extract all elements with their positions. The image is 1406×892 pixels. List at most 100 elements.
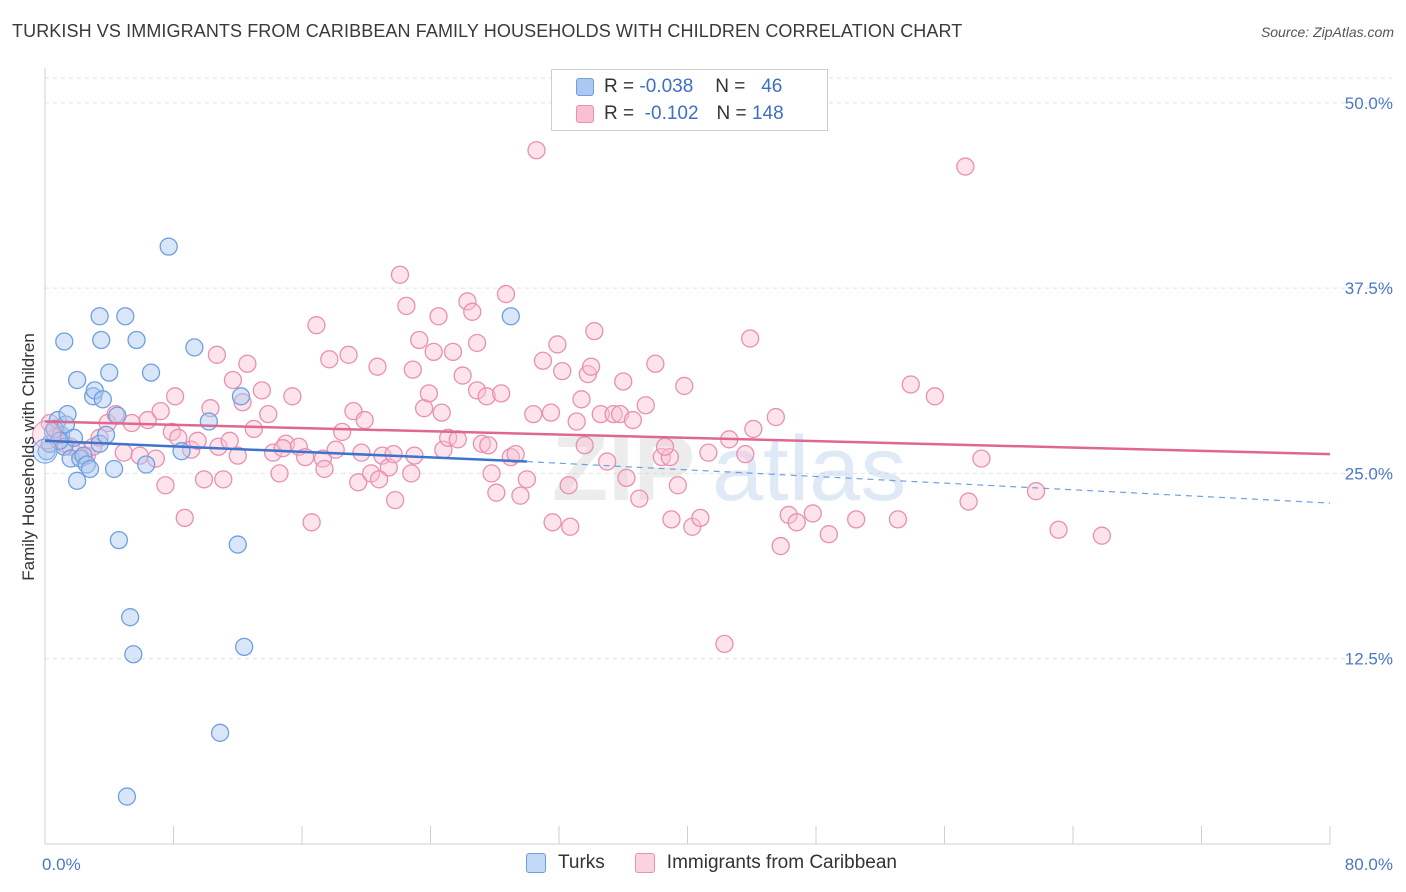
caribbean-point xyxy=(561,517,580,536)
turks-trend-extension xyxy=(526,460,1331,504)
caribbean-point xyxy=(114,443,133,462)
caribbean-point xyxy=(146,449,165,468)
caribbean-point xyxy=(386,490,405,510)
caribbean-point xyxy=(527,141,546,160)
caribbean-point xyxy=(675,376,694,396)
turks-point xyxy=(93,390,112,409)
caribbean-point xyxy=(803,504,822,523)
y-tick-label: 12.5% xyxy=(1345,650,1393,669)
caribbean-point xyxy=(517,470,537,489)
turks-point xyxy=(100,363,119,382)
caribbean-point xyxy=(660,447,679,467)
caribbean-r-value: -0.102 xyxy=(644,103,699,124)
caribbean-point xyxy=(302,513,321,532)
r-label: R = xyxy=(604,103,635,124)
r-label: R = xyxy=(604,76,635,97)
caribbean-point xyxy=(548,335,567,354)
caribbean-point xyxy=(339,345,358,364)
caribbean-point xyxy=(151,402,170,421)
turks-point xyxy=(80,459,100,479)
caribbean-point xyxy=(614,372,633,391)
caribbean-point xyxy=(623,410,643,430)
caribbean-point xyxy=(511,486,530,505)
caribbean-point xyxy=(273,439,292,458)
caribbean-point xyxy=(315,459,334,479)
caribbean-point xyxy=(467,381,487,400)
turks-point xyxy=(116,307,135,326)
caribbean-point xyxy=(553,361,572,381)
turks-point xyxy=(92,330,111,350)
caribbean-point xyxy=(472,434,492,453)
turks-point xyxy=(141,363,161,382)
turks-point xyxy=(58,404,77,424)
x-tick-label-max: 80.0% xyxy=(1345,855,1393,874)
turks-point xyxy=(501,307,520,326)
caribbean-point xyxy=(575,436,594,455)
turks-point xyxy=(120,608,140,627)
y-tick-label: 50.0% xyxy=(1345,94,1393,113)
turks-point xyxy=(235,637,254,656)
y-axis-label: Family Households with Children xyxy=(19,333,38,581)
turks-n-value: 46 xyxy=(761,76,783,97)
caribbean-point xyxy=(744,419,763,439)
y-tick-label: 37.5% xyxy=(1345,279,1393,298)
caribbean-point xyxy=(368,357,387,376)
caribbean-point xyxy=(244,419,263,439)
turks-point xyxy=(228,535,247,554)
caribbean-point xyxy=(402,464,421,483)
caribbean-point xyxy=(349,473,368,492)
caribbean-point xyxy=(901,375,920,394)
caribbean-point xyxy=(956,157,975,176)
n-label: N = xyxy=(715,76,746,97)
caribbean-point xyxy=(591,404,610,424)
legend-item-turks[interactable]: Turks xyxy=(526,852,605,874)
caribbean-point xyxy=(630,489,649,508)
caribbean-point xyxy=(165,387,185,406)
caribbean-point xyxy=(771,536,790,556)
caribbean-point xyxy=(636,396,655,415)
caribbean-point xyxy=(384,444,403,464)
y-tick-label: 25.0% xyxy=(1345,464,1393,483)
caribbean-point xyxy=(847,510,866,529)
caribbean-point xyxy=(390,265,410,284)
caribbean-point xyxy=(736,444,755,464)
caribbean-point xyxy=(524,404,543,424)
caribbean-point xyxy=(543,513,562,532)
caribbean-point xyxy=(463,302,482,321)
caribbean-point xyxy=(888,510,908,529)
caribbean-point xyxy=(1026,482,1046,501)
caribbean-point xyxy=(691,508,710,528)
caribbean-point xyxy=(585,321,604,341)
caribbean-point xyxy=(252,381,271,400)
caribbean-legend-swatch xyxy=(634,853,655,873)
caribbean-point xyxy=(453,366,472,385)
turks-point xyxy=(108,406,127,425)
caribbean-point xyxy=(263,443,283,462)
turks-legend-swatch xyxy=(526,853,546,873)
caribbean-point xyxy=(270,464,289,483)
caribbean-point xyxy=(477,387,496,406)
caribbean-point xyxy=(259,404,278,424)
caribbean-point xyxy=(959,492,978,511)
turks-point xyxy=(124,645,143,664)
turks-point xyxy=(159,237,178,256)
series-legend: Turks Immigrants from Caribbean xyxy=(526,852,927,874)
n-label: N = xyxy=(716,103,747,124)
caribbean-point xyxy=(496,284,516,304)
caribbean-point xyxy=(443,342,463,362)
caribbean-point xyxy=(1092,526,1112,545)
caribbean-point xyxy=(307,316,326,335)
caribbean-point xyxy=(156,476,175,495)
turks-swatch xyxy=(576,78,594,96)
caribbean-point xyxy=(972,449,991,468)
turks-point xyxy=(45,419,64,439)
turks-point xyxy=(90,307,109,326)
legend-item-caribbean[interactable]: Immigrants from Caribbean xyxy=(634,852,897,874)
caribbean-point xyxy=(467,333,487,353)
turks-point xyxy=(137,455,156,474)
turks-point xyxy=(231,387,251,406)
caribbean-point xyxy=(352,443,371,462)
tick-labels: 12.5% 25.0% 37.5% 50.0% xyxy=(1345,94,1393,669)
caribbean-point xyxy=(175,508,194,528)
